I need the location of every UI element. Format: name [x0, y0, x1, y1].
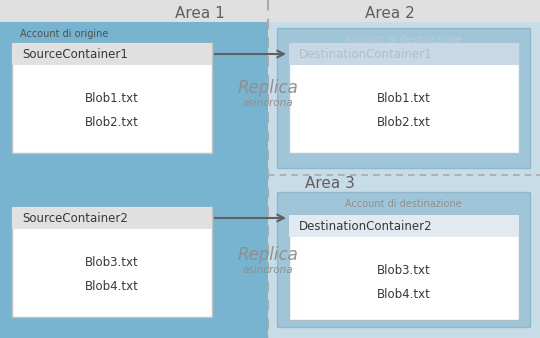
- Text: Blob2.txt: Blob2.txt: [377, 117, 431, 129]
- Text: Blob1.txt: Blob1.txt: [85, 92, 139, 104]
- Bar: [12, 43, 212, 153]
- Bar: [12, 43, 212, 65]
- Text: Blob4.txt: Blob4.txt: [377, 289, 431, 301]
- Bar: [289, 215, 519, 237]
- Bar: [12, 207, 212, 229]
- Text: Blob1.txt: Blob1.txt: [377, 92, 431, 104]
- Text: Replica: Replica: [238, 246, 299, 264]
- Bar: [0, 22, 268, 338]
- Bar: [268, 22, 540, 175]
- Text: Blob3.txt: Blob3.txt: [377, 264, 431, 276]
- Text: SourceContainer2: SourceContainer2: [22, 212, 128, 224]
- Text: Area 2: Area 2: [365, 6, 415, 22]
- Text: DestinationContainer1: DestinationContainer1: [299, 48, 433, 61]
- Text: Blob4.txt: Blob4.txt: [85, 281, 139, 293]
- Text: asincrona: asincrona: [242, 265, 293, 275]
- Text: Account di destinazione: Account di destinazione: [345, 35, 462, 45]
- Text: Blob2.txt: Blob2.txt: [85, 117, 139, 129]
- Text: asincrona: asincrona: [242, 98, 293, 108]
- Bar: [289, 215, 519, 320]
- Text: Account di destinazione: Account di destinazione: [345, 199, 462, 209]
- Text: Area 1: Area 1: [175, 6, 225, 22]
- Bar: [289, 43, 519, 153]
- Text: Area 3: Area 3: [305, 175, 355, 191]
- Text: SourceContainer1: SourceContainer1: [22, 48, 128, 61]
- Bar: [12, 207, 212, 317]
- Text: Replica: Replica: [238, 79, 299, 97]
- Text: Account di origine: Account di origine: [20, 29, 109, 39]
- Bar: [277, 28, 530, 168]
- Bar: [268, 175, 540, 338]
- Bar: [289, 43, 519, 65]
- Text: DestinationContainer2: DestinationContainer2: [299, 219, 433, 233]
- Text: Blob3.txt: Blob3.txt: [85, 256, 139, 268]
- Bar: [277, 192, 530, 327]
